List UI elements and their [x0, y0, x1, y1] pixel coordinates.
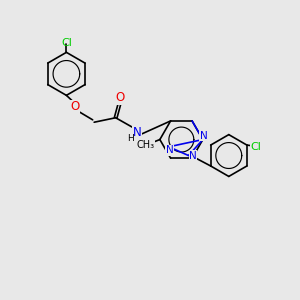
Text: Cl: Cl	[61, 38, 72, 48]
Text: CH₃: CH₃	[136, 140, 154, 150]
Text: H: H	[127, 134, 134, 142]
Text: Cl: Cl	[250, 142, 261, 152]
Text: N: N	[200, 131, 207, 141]
Text: N: N	[189, 151, 197, 160]
Text: N: N	[166, 146, 173, 155]
Text: O: O	[116, 91, 125, 104]
Text: O: O	[70, 100, 80, 113]
Text: N: N	[133, 126, 142, 139]
